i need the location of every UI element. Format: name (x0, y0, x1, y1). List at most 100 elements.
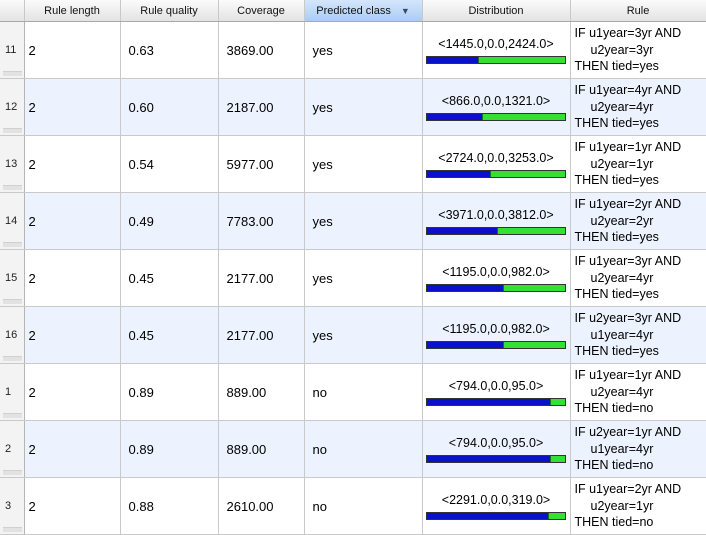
table-row[interactable]: 2 2 0.89 889.00 no <794.0,0.0,95.0> IF u2year=… (0, 420, 706, 478)
rule-cell[interactable]: IF u1year=2yr AND u2year=1yr THEN tied=no (570, 477, 706, 535)
coverage-cell[interactable]: 2177.00 (218, 249, 305, 307)
distribution-bar-majority (427, 170, 490, 177)
rule-quality-cell[interactable]: 0.49 (120, 192, 219, 250)
distribution-bar (426, 55, 566, 64)
rule-line-condition-2: u2year=4yr (590, 384, 654, 399)
rule-quality-cell[interactable]: 0.63 (120, 21, 219, 79)
distribution-cell[interactable]: <3971.0,0.0,3812.0> (422, 192, 571, 250)
column-header-rule-length[interactable]: Rule length (24, 0, 121, 22)
predicted-class-cell[interactable]: no (304, 363, 423, 421)
distribution-cell[interactable]: <2724.0,0.0,3253.0> (422, 135, 571, 193)
row-resize-handle[interactable] (3, 356, 22, 361)
distribution-cell[interactable]: <1445.0,0.0,2424.0> (422, 21, 571, 79)
distribution-cell[interactable]: <1195.0,0.0,982.0> (422, 249, 571, 307)
table-row[interactable]: 11 2 0.63 3869.00 yes <1445.0,0.0,2424.0> IF u… (0, 21, 706, 79)
rule-length-cell[interactable]: 2 (24, 477, 121, 535)
predicted-class-cell[interactable]: no (304, 420, 423, 478)
distribution-cell[interactable]: <794.0,0.0,95.0> (422, 363, 571, 421)
rule-cell[interactable]: IF u1year=2yr AND u2year=2yr THEN tied=yes (570, 192, 706, 250)
table-row[interactable]: 15 2 0.45 2177.00 yes <1195.0,0.0,982.0> IF u1… (0, 249, 706, 307)
column-header-index[interactable] (0, 0, 25, 22)
predicted-class-cell[interactable]: yes (304, 78, 423, 136)
rule-cell[interactable]: IF u1year=1yr AND u2year=4yr THEN tied=no (570, 363, 706, 421)
coverage-cell[interactable]: 5977.00 (218, 135, 305, 193)
distribution-bar-majority (427, 512, 549, 519)
coverage-cell[interactable]: 3869.00 (218, 21, 305, 79)
rule-cell[interactable]: IF u2year=1yr AND u1year=4yr THEN tied=no (570, 420, 706, 478)
rule-cell[interactable]: IF u1year=3yr AND u2year=3yr THEN tied=yes (570, 21, 706, 79)
predicted-class-cell[interactable]: yes (304, 249, 423, 307)
rule-length-cell[interactable]: 2 (24, 78, 121, 136)
coverage-cell[interactable]: 2177.00 (218, 306, 305, 364)
row-resize-handle[interactable] (3, 527, 22, 532)
rule-cell[interactable]: IF u2year=3yr AND u1year=4yr THEN tied=yes (570, 306, 706, 364)
table-row[interactable]: 1 2 0.89 889.00 no <794.0,0.0,95.0> IF u1year=… (0, 363, 706, 421)
distribution-cell[interactable]: <1195.0,0.0,982.0> (422, 306, 571, 364)
row-index-cell[interactable]: 16 (0, 306, 25, 364)
table-row[interactable]: 12 2 0.60 2187.00 yes <866.0,0.0,1321.0> IF u1… (0, 78, 706, 136)
predicted-class-cell[interactable]: yes (304, 306, 423, 364)
distribution-cell[interactable]: <2291.0,0.0,319.0> (422, 477, 571, 535)
column-header-rule-quality[interactable]: Rule quality (120, 0, 219, 22)
rule-length-cell[interactable]: 2 (24, 21, 121, 79)
row-resize-handle[interactable] (3, 128, 22, 133)
row-index: 11 (5, 44, 17, 56)
rule-quality-cell[interactable]: 0.45 (120, 249, 219, 307)
rule-quality-cell[interactable]: 0.60 (120, 78, 219, 136)
rule-length-cell[interactable]: 2 (24, 192, 121, 250)
distribution-text: <866.0,0.0,1321.0> (441, 93, 551, 108)
predicted-class-cell[interactable]: yes (304, 135, 423, 193)
predicted-class-cell[interactable]: no (304, 477, 423, 535)
row-resize-handle[interactable] (3, 413, 22, 418)
column-header-predicted-class[interactable]: Predicted class ▼ (304, 0, 423, 22)
rule-length-cell[interactable]: 2 (24, 249, 121, 307)
rule-line-condition-2: u2year=1yr (590, 156, 654, 171)
row-resize-handle[interactable] (3, 71, 22, 76)
distribution-bar (426, 511, 566, 520)
row-resize-handle[interactable] (3, 185, 22, 190)
coverage-cell[interactable]: 889.00 (218, 420, 305, 478)
column-header-coverage[interactable]: Coverage (218, 0, 305, 22)
rule-cell[interactable]: IF u1year=4yr AND u2year=4yr THEN tied=yes (570, 78, 706, 136)
rule-quality-cell[interactable]: 0.89 (120, 363, 219, 421)
row-index-cell[interactable]: 12 (0, 78, 25, 136)
column-header-distribution[interactable]: Distribution (422, 0, 571, 22)
row-index-cell[interactable]: 14 (0, 192, 25, 250)
row-resize-handle[interactable] (3, 470, 22, 475)
rule-length-cell[interactable]: 2 (24, 420, 121, 478)
distribution-cell[interactable]: <794.0,0.0,95.0> (422, 420, 571, 478)
predicted-class-cell[interactable]: yes (304, 21, 423, 79)
rule-quality-cell[interactable]: 0.54 (120, 135, 219, 193)
row-index-cell[interactable]: 15 (0, 249, 25, 307)
coverage-cell[interactable]: 7783.00 (218, 192, 305, 250)
row-resize-handle[interactable] (3, 299, 22, 304)
rule-length-cell[interactable]: 2 (24, 363, 121, 421)
distribution-bar (426, 169, 566, 178)
coverage-cell[interactable]: 2610.00 (218, 477, 305, 535)
rule-cell[interactable]: IF u1year=1yr AND u2year=1yr THEN tied=yes (570, 135, 706, 193)
rule-quality-cell[interactable]: 0.88 (120, 477, 219, 535)
rule-line-condition-2: u2year=4yr (590, 99, 654, 114)
rule-line-conclusion: THEN tied=yes (574, 116, 659, 131)
rule-quality-cell[interactable]: 0.45 (120, 306, 219, 364)
table-row[interactable]: 16 2 0.45 2177.00 yes <1195.0,0.0,982.0> IF u2… (0, 306, 706, 364)
distribution-cell[interactable]: <866.0,0.0,1321.0> (422, 78, 571, 136)
row-index-cell[interactable]: 2 (0, 420, 25, 478)
coverage-cell[interactable]: 889.00 (218, 363, 305, 421)
table-row[interactable]: 13 2 0.54 5977.00 yes <2724.0,0.0,3253.0> IF u… (0, 135, 706, 193)
rule-quality-cell[interactable]: 0.89 (120, 420, 219, 478)
coverage-cell[interactable]: 2187.00 (218, 78, 305, 136)
row-index-cell[interactable]: 3 (0, 477, 25, 535)
rule-length-cell[interactable]: 2 (24, 135, 121, 193)
predicted-class-cell[interactable]: yes (304, 192, 423, 250)
row-index-cell[interactable]: 13 (0, 135, 25, 193)
table-row[interactable]: 14 2 0.49 7783.00 yes <3971.0,0.0,3812.0> IF u… (0, 192, 706, 250)
rule-length-cell[interactable]: 2 (24, 306, 121, 364)
rule-line-conclusion: THEN tied=yes (574, 230, 659, 245)
column-header-rule[interactable]: Rule (570, 0, 706, 22)
rule-cell[interactable]: IF u1year=3yr AND u2year=4yr THEN tied=yes (570, 249, 706, 307)
table-row[interactable]: 3 2 0.88 2610.00 no <2291.0,0.0,319.0> IF u1ye… (0, 477, 706, 535)
row-resize-handle[interactable] (3, 242, 22, 247)
row-index-cell[interactable]: 11 (0, 21, 25, 79)
row-index-cell[interactable]: 1 (0, 363, 25, 421)
